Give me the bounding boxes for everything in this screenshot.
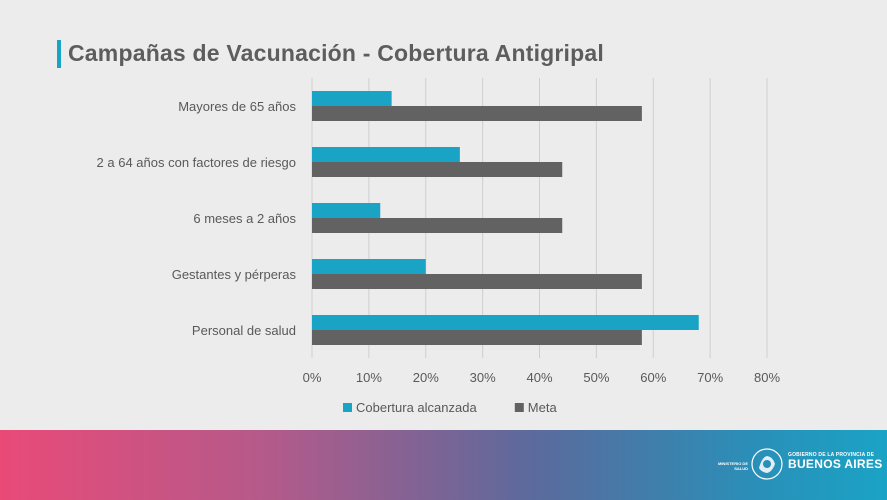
provincial-seal-icon [751,448,783,480]
slide-title: Campañas de Vacunación - Cobertura Antig… [68,40,604,66]
legend-swatch [343,403,352,412]
x-tick-label: 0% [303,370,322,385]
category-label: 2 a 64 años con factores de riesgo [97,155,296,170]
ministry-line-2: SALUD [734,466,748,471]
x-tick-label: 20% [413,370,439,385]
legend-label: Cobertura alcanzada [356,400,477,415]
category-label: 6 meses a 2 años [193,211,296,226]
government-logo-text: GOBIERNO DE LA PROVINCIA DE BUENOS AIRES [788,452,883,471]
gov-line-2: BUENOS AIRES [788,457,883,471]
bar-chart: 0% 10% 20% 30% 40% 50% 60% 70% 80% Mayores de 65 … [97,78,780,415]
x-tick-label: 40% [526,370,552,385]
x-tick-label: 60% [640,370,666,385]
ministry-line-1: MINISTERIO DE [717,461,748,466]
title-accent-bar [57,40,61,68]
bar-cobertura [312,315,699,330]
bar-cobertura [312,147,460,162]
footer-band [0,430,887,500]
bar-meta [312,330,642,345]
x-tick-label: 70% [697,370,723,385]
gov-line-1: GOBIERNO DE LA PROVINCIA DE [788,452,875,458]
category-label: Personal de salud [192,323,296,338]
bar-cobertura [312,259,426,274]
x-tick-label: 50% [583,370,609,385]
x-tick-label: 30% [470,370,496,385]
bar-meta [312,162,563,177]
category-label: Gestantes y pérperas [172,267,297,282]
x-tick-label: 10% [356,370,382,385]
ministry-label: MINISTERIO DE SALUD [710,461,748,471]
legend-label: Meta [528,400,558,415]
category-label: Mayores de 65 años [178,99,296,114]
x-tick-label: 80% [754,370,780,385]
bar-meta [312,106,642,121]
legend-swatch [514,403,524,412]
bar-meta [312,218,563,233]
bar-cobertura [312,91,392,106]
bar-cobertura [312,203,381,218]
bar-meta [312,274,642,289]
